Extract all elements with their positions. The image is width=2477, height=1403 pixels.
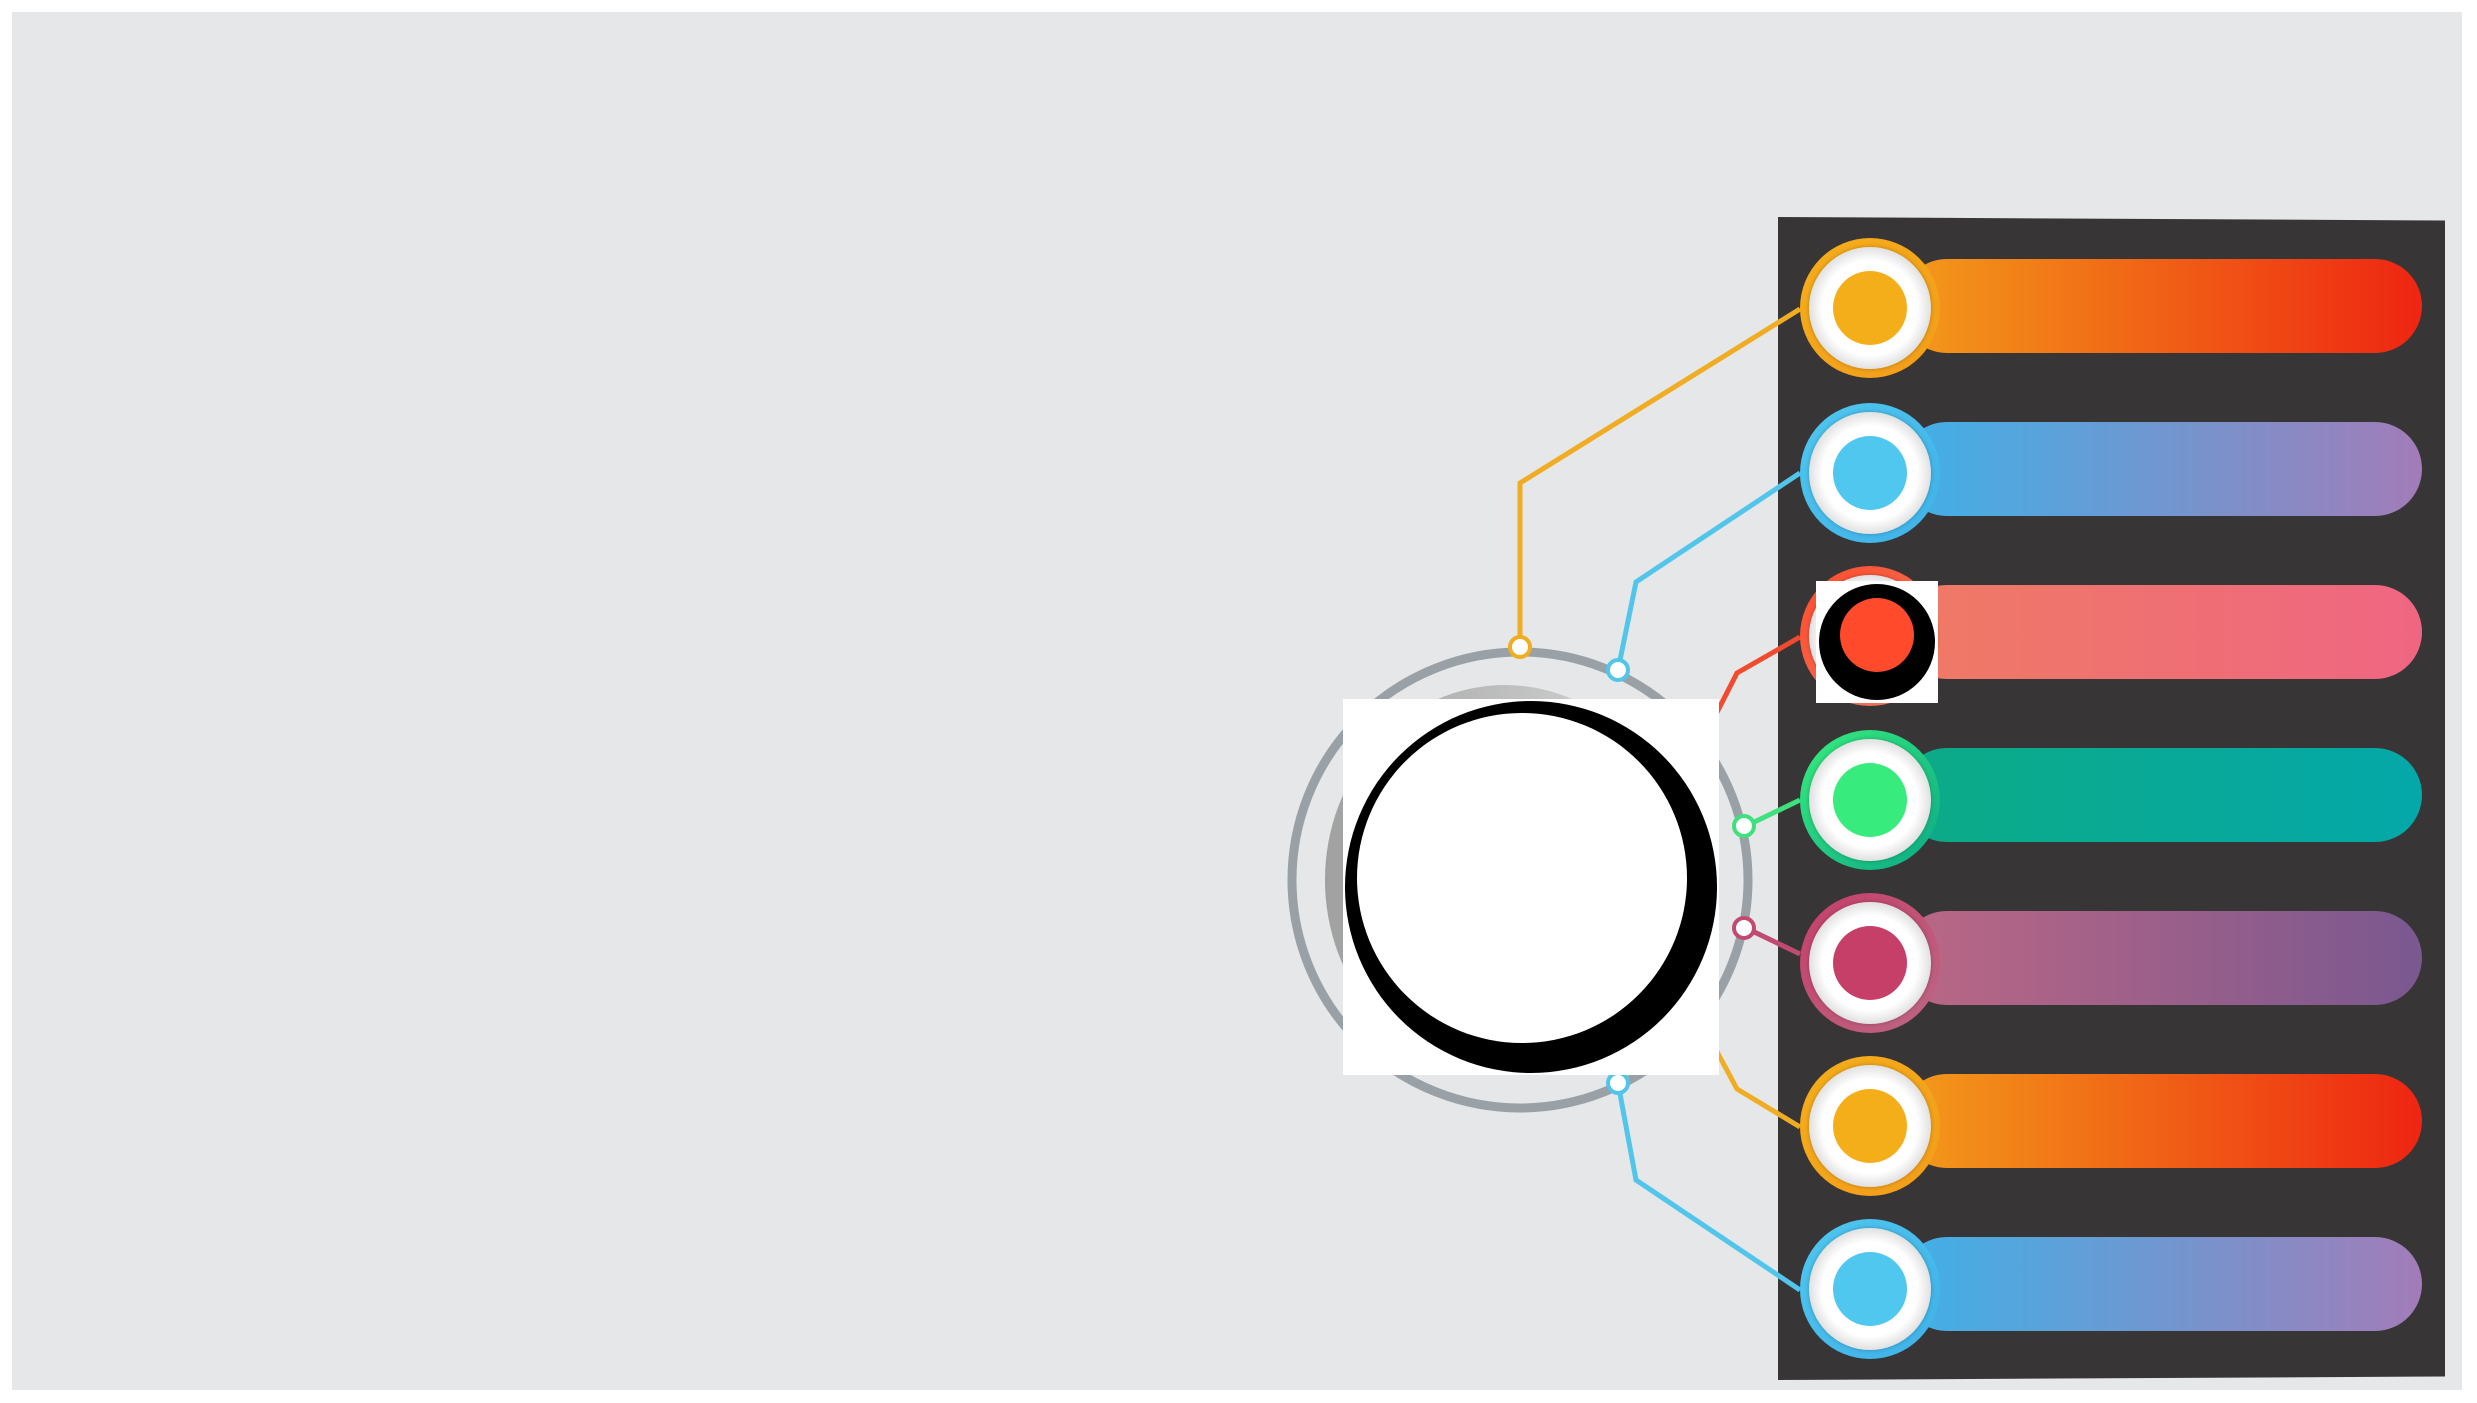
item-bar-4	[1900, 748, 2422, 842]
badge-dot	[1833, 436, 1907, 510]
hub-circle	[1343, 699, 1719, 1075]
item-badge-6	[1800, 1056, 1940, 1196]
item-bar-1	[1900, 259, 2422, 353]
item-bar-7	[1900, 1237, 2422, 1331]
badge-dot	[1833, 1252, 1907, 1326]
item-badge-3-highlight	[1816, 581, 1938, 703]
item-badge-2	[1800, 403, 1940, 543]
item-bar-3	[1900, 585, 2422, 679]
item-bar-2	[1900, 422, 2422, 516]
badge-dot	[1833, 926, 1907, 1000]
highlight-dot	[1840, 598, 1914, 672]
badge-dot	[1833, 1089, 1907, 1163]
item-bar-5	[1900, 911, 2422, 1005]
item-badge-7	[1800, 1219, 1940, 1359]
item-badge-4	[1800, 730, 1940, 870]
item-badge-1	[1800, 238, 1940, 378]
hub-face	[1357, 713, 1687, 1043]
badge-dot	[1833, 763, 1907, 837]
item-bar-6	[1900, 1074, 2422, 1168]
badge-dot	[1833, 271, 1907, 345]
item-badge-5	[1800, 893, 1940, 1033]
